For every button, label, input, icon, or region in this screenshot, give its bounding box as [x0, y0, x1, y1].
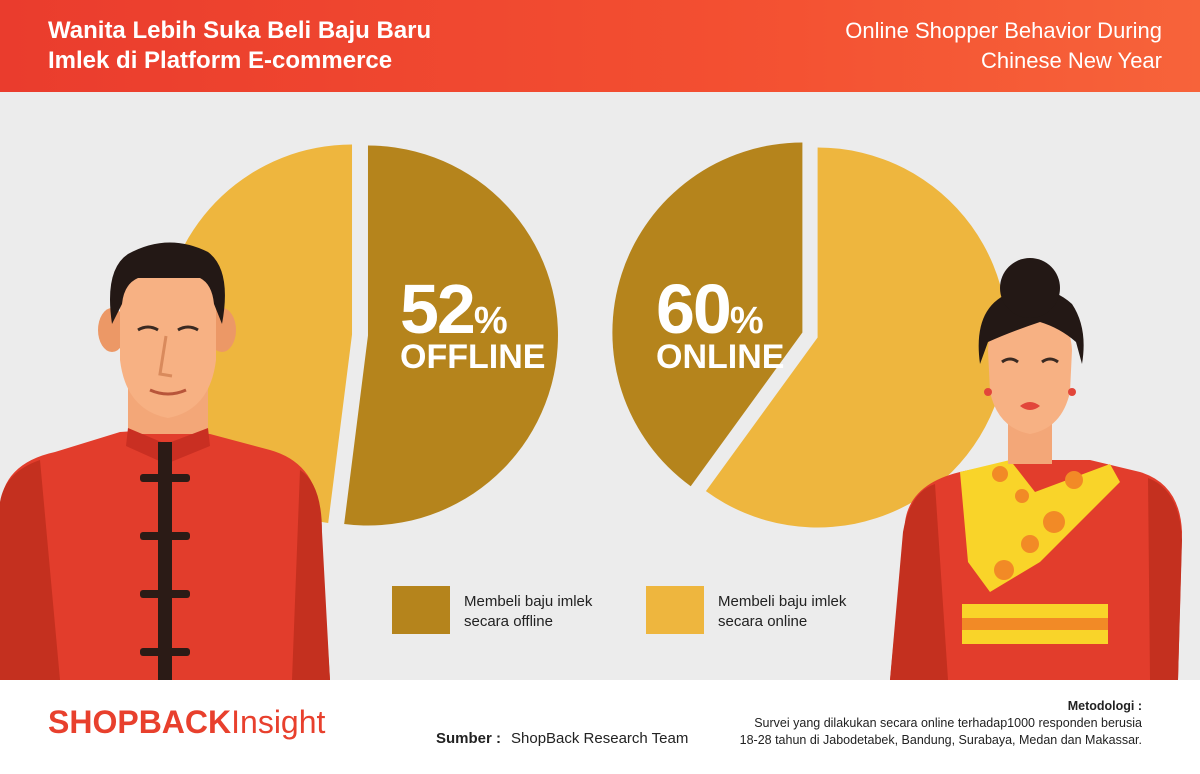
man-jacket-shade [0, 460, 60, 680]
offline-percent-sign: % [473, 300, 508, 342]
methodology: Metodologi : Survei yang dilakukan secar… [682, 698, 1142, 749]
offline-percent-value: 52 [400, 270, 476, 348]
woman-illustration [890, 258, 1182, 680]
online-percent-sign: % [729, 300, 764, 342]
woman-sash [960, 460, 1120, 592]
page-subtitle: Online Shopper Behavior During Chinese N… [742, 16, 1162, 76]
flower-6 [994, 560, 1014, 580]
frog-button-1 [140, 474, 190, 482]
title-line-2: Imlek di Platform E-commerce [48, 47, 393, 74]
woman-earring-right [1068, 388, 1076, 396]
pie-0-slice-1 [162, 144, 353, 523]
frog-button-3 [140, 590, 190, 598]
method-line-1: Survei yang dilakukan secara online terh… [754, 716, 1142, 730]
man-hair [110, 242, 225, 324]
frog-button-4 [140, 648, 190, 656]
method-label: Metodologi : [1067, 699, 1142, 713]
legend-online-swatch [646, 586, 704, 634]
offline-label: OFFLINE [400, 338, 546, 376]
man-eye-right [177, 325, 199, 332]
flower-4 [1043, 511, 1065, 533]
logo-bold: SHOPBACK [48, 704, 232, 740]
logo-light: Insight [231, 704, 326, 740]
footer: SHOPBACKInsight Sumber : ShopBack Researc… [0, 680, 1200, 774]
source-label: Sumber : [436, 730, 502, 747]
online-percent: 60% [656, 274, 764, 356]
header-banner: Wanita Lebih Suka Beli Baju Baru Imlek d… [0, 0, 1200, 92]
pie-0-slice-0 [344, 145, 558, 526]
subtitle-line-2: Chinese New Year [980, 48, 1162, 73]
offline-percent: 52% [400, 274, 508, 356]
man-face [120, 260, 216, 418]
legend-online-line-2: secara online [718, 613, 808, 630]
source-value: ShopBack Research Team [511, 730, 689, 747]
woman-earring-left [984, 388, 992, 396]
legend-online-line-1: Membeli baju imlek [718, 593, 847, 610]
pie-charts-svg [0, 142, 1182, 680]
flower-5 [1021, 535, 1039, 553]
legend-offline-line-2: secara offline [464, 613, 553, 630]
flower-2 [1015, 489, 1029, 503]
woman-face [988, 310, 1072, 434]
legend-online-text: Membeli baju imlek secara online [718, 592, 888, 632]
page-title: Wanita Lebih Suka Beli Baju Baru Imlek d… [48, 16, 488, 76]
legend-offline-swatch [392, 586, 450, 634]
woman-hair [978, 288, 1084, 364]
subtitle-line-1: Online Shopper Behavior During [845, 18, 1162, 43]
title-line-1: Wanita Lebih Suka Beli Baju Baru [48, 17, 432, 44]
flower-3 [1065, 471, 1083, 489]
pie-1-slice-1 [612, 142, 803, 487]
woman-lips [1020, 402, 1040, 410]
man-jacket-shade-right [292, 470, 330, 680]
legend-offline-text: Membeli baju imlek secara offline [464, 592, 634, 632]
woman-eye-right [1041, 357, 1059, 364]
man-placket [158, 442, 172, 680]
infographic-stage: 52% OFFLINE 60% ONLINE Membeli baju imle… [0, 92, 1200, 680]
shopback-insight-logo: SHOPBACKInsight [48, 704, 325, 741]
man-nose [158, 335, 173, 378]
man-eye-left [137, 325, 159, 332]
woman-bun [1000, 258, 1060, 318]
man-mouth [149, 388, 187, 396]
man-ear-left [98, 308, 126, 352]
woman-dress-shade-right [1148, 478, 1182, 680]
woman-dress-shade [890, 484, 948, 680]
flower-1 [992, 466, 1008, 482]
online-percent-value: 60 [656, 270, 732, 348]
woman-eye-left [1001, 357, 1019, 364]
frog-button-2 [140, 532, 190, 540]
method-line-2: 18-28 tahun di Jabodetabek, Bandung, Sur… [739, 733, 1142, 747]
woman-belt-stripe [962, 618, 1108, 630]
legend-offline-line-1: Membeli baju imlek [464, 593, 593, 610]
source-line: Sumber : ShopBack Research Team [436, 730, 688, 747]
pie-1-slice-0 [705, 147, 1008, 528]
man-illustration [0, 242, 330, 680]
online-label: ONLINE [656, 338, 785, 376]
